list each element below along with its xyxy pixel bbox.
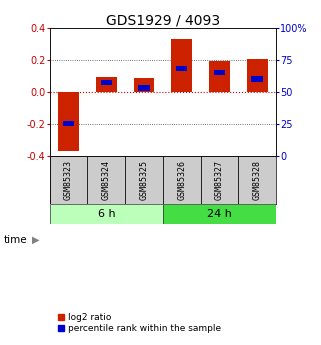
- FancyBboxPatch shape: [201, 156, 238, 204]
- Text: GSM85324: GSM85324: [102, 160, 111, 200]
- Text: 24 h: 24 h: [207, 209, 232, 219]
- Bar: [214, 70, 225, 75]
- Title: GDS1929 / 4093: GDS1929 / 4093: [106, 13, 220, 28]
- Text: GSM85327: GSM85327: [215, 160, 224, 200]
- Bar: [63, 121, 74, 126]
- FancyBboxPatch shape: [238, 156, 276, 204]
- FancyBboxPatch shape: [50, 204, 163, 224]
- Text: GSM85328: GSM85328: [253, 160, 262, 200]
- Bar: [247, 59, 268, 92]
- Text: GSM85325: GSM85325: [140, 160, 149, 200]
- FancyBboxPatch shape: [163, 204, 276, 224]
- Text: 6 h: 6 h: [98, 209, 115, 219]
- FancyBboxPatch shape: [163, 156, 201, 204]
- Bar: [96, 77, 117, 92]
- Bar: [176, 66, 187, 71]
- Text: GSM85323: GSM85323: [64, 160, 73, 200]
- Legend: log2 ratio, percentile rank within the sample: log2 ratio, percentile rank within the s…: [54, 309, 225, 337]
- Bar: [134, 78, 154, 92]
- Text: GSM85326: GSM85326: [177, 160, 186, 200]
- Bar: [138, 85, 150, 90]
- Bar: [58, 92, 79, 151]
- Bar: [100, 80, 112, 86]
- Text: time: time: [3, 235, 27, 245]
- Bar: [209, 61, 230, 92]
- FancyBboxPatch shape: [125, 156, 163, 204]
- Bar: [251, 76, 263, 82]
- Bar: [171, 39, 192, 92]
- FancyBboxPatch shape: [87, 156, 125, 204]
- FancyBboxPatch shape: [50, 156, 87, 204]
- Text: ▶: ▶: [32, 235, 39, 245]
